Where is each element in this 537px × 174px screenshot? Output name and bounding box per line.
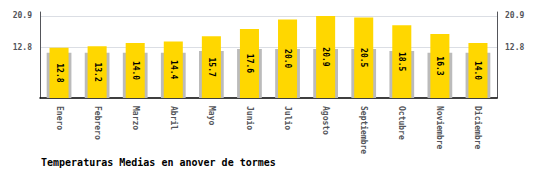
svg-text:Temperaturas Medias en anover: Temperaturas Medias en anover de tormes	[41, 157, 276, 168]
svg-text:20.5: 20.5	[359, 48, 368, 67]
svg-text:13.2: 13.2	[93, 62, 102, 81]
svg-text:Abril: Abril	[169, 106, 179, 130]
svg-text:20.9: 20.9	[505, 11, 524, 20]
svg-text:12.8: 12.8	[55, 63, 64, 82]
svg-text:20.0: 20.0	[283, 49, 292, 68]
svg-text:Enero: Enero	[55, 106, 64, 130]
svg-text:14.0: 14.0	[473, 61, 482, 80]
svg-text:Agosto: Agosto	[321, 106, 330, 135]
svg-text:12.8: 12.8	[505, 43, 524, 52]
svg-text:Septiembre: Septiembre	[359, 106, 369, 154]
svg-text:Marzo: Marzo	[131, 106, 140, 130]
svg-text:14.4: 14.4	[169, 60, 178, 79]
svg-text:17.6: 17.6	[245, 54, 254, 73]
svg-text:14.0: 14.0	[131, 61, 140, 80]
svg-text:Diciembre: Diciembre	[473, 106, 483, 150]
svg-text:Octubre: Octubre	[397, 106, 406, 140]
svg-text:20.9: 20.9	[321, 47, 330, 66]
svg-text:16.3: 16.3	[435, 56, 444, 75]
svg-text:18.5: 18.5	[397, 52, 406, 71]
svg-text:Junio: Junio	[245, 106, 255, 130]
svg-text:20.9: 20.9	[13, 11, 32, 20]
svg-text:12.8: 12.8	[13, 43, 32, 52]
svg-text:Noviembre: Noviembre	[435, 106, 445, 150]
svg-text:Febrero: Febrero	[93, 106, 102, 140]
svg-text:15.7: 15.7	[207, 58, 216, 77]
svg-text:Mayo: Mayo	[207, 106, 216, 125]
svg-text:Julio: Julio	[283, 106, 293, 130]
